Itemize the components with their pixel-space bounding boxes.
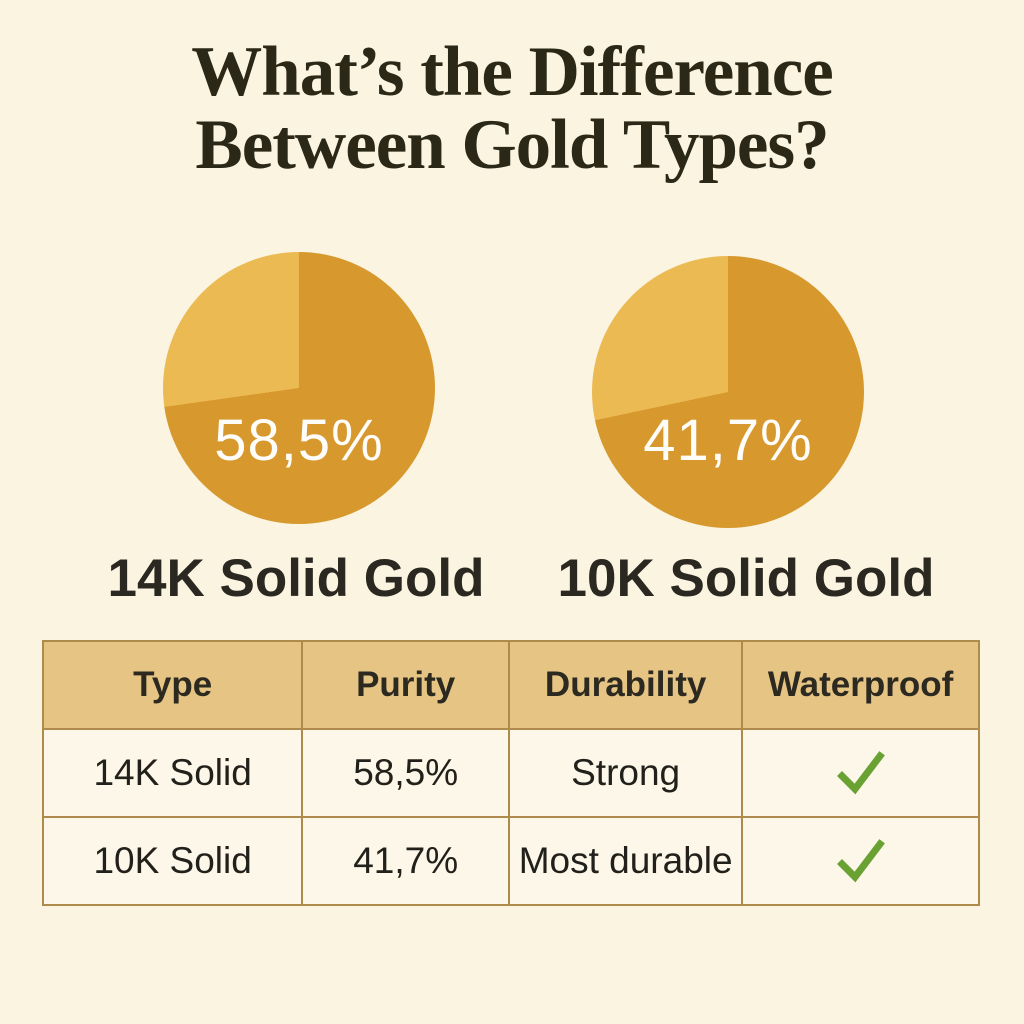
cell-waterproof-10k: [741, 816, 980, 906]
pie-caption-10k: 10K Solid Gold: [557, 549, 935, 608]
pie-chart-14k: 58,5%: [163, 252, 435, 524]
pie-value-label-14k: 58,5%: [214, 408, 384, 473]
cell-type-14k: 14K Solid: [41, 728, 304, 818]
table-row-10k: 10K Solid 41,7% Most durable: [41, 816, 980, 906]
cell-durability-14k: Strong: [508, 728, 744, 818]
table-row-14k: 14K Solid 58,5% Strong: [41, 728, 980, 818]
column-header-purity: Purity: [301, 640, 511, 730]
column-header-type: Type: [41, 640, 304, 730]
page-title: What’s the Difference Between Gold Types…: [191, 33, 833, 184]
table-header-row: Type Purity Durability Waterproof: [41, 640, 980, 730]
pie-value-label-10k: 41,7%: [643, 408, 813, 473]
cell-durability-10k: Most durable: [508, 816, 744, 906]
column-header-durability: Durability: [508, 640, 744, 730]
column-header-waterproof: Waterproof: [741, 640, 980, 730]
checkmark-icon: [836, 839, 885, 883]
cell-type-10k: 10K Solid: [41, 816, 304, 906]
cell-purity-14k: 58,5%: [301, 728, 511, 818]
cell-waterproof-14k: [741, 728, 980, 818]
checkmark-icon: [836, 751, 885, 795]
comparison-table: Type Purity Durability Waterproof 14K So…: [41, 640, 980, 906]
cell-purity-10k: 41,7%: [301, 816, 511, 906]
pie-caption-14k: 14K Solid Gold: [107, 549, 485, 608]
pie-chart-10k: 41,7%: [592, 256, 864, 528]
